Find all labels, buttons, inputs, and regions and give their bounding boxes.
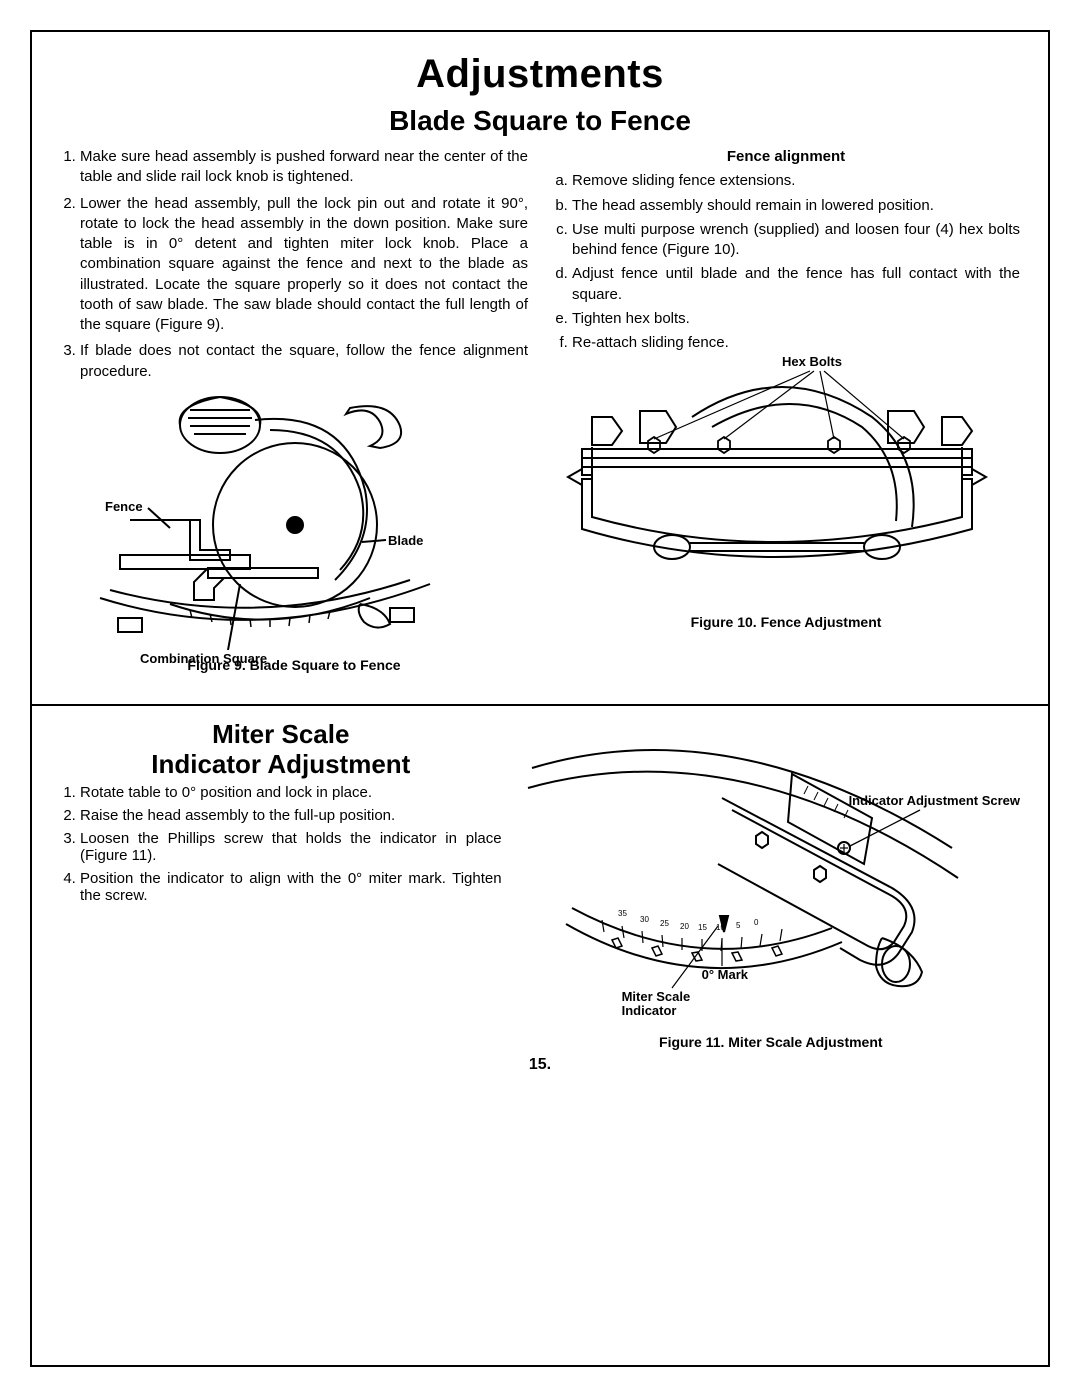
fig9-label-fence: Fence [105, 500, 143, 514]
figure10-svg [552, 357, 1002, 607]
page-frame: Adjustments Blade Square to Fence Make s… [30, 30, 1050, 1367]
fig10-caption: Figure 10. Fence Adjustment [552, 613, 1020, 632]
fig10-label-hex: Hex Bolts [782, 355, 842, 369]
section1-title: Blade Square to Fence [60, 105, 1020, 137]
list-item: Position the indicator to align with the… [80, 870, 502, 904]
fig9-label-blade: Blade [388, 534, 423, 548]
list-item: Rotate table to 0° position and lock in … [80, 784, 502, 801]
list-item: Lower the head assembly, pull the lock p… [80, 194, 528, 336]
list-item: Raise the head assembly to the full-up p… [80, 807, 502, 824]
section1-columns: Make sure head assembly is pushed forwar… [60, 147, 1020, 690]
svg-text:35: 35 [618, 909, 627, 918]
section2-title-line2: Indicator Adjustment [151, 749, 410, 779]
list-item: Make sure head assembly is pushed forwar… [80, 147, 528, 188]
figure9-box: Fence Blade Combination Square [60, 390, 528, 690]
fig9-caption: Figure 9. Blade Square to Fence [60, 656, 528, 675]
section1-left-list: Make sure head assembly is pushed forwar… [60, 147, 528, 382]
svg-text:5: 5 [736, 921, 741, 930]
list-item: Use multi purpose wrench (supplied) and … [572, 220, 1020, 261]
section1-right-col: Fence alignment Remove sliding fence ext… [552, 147, 1020, 690]
list-item: Tighten hex bolts. [572, 309, 1020, 329]
main-title: Adjustments [60, 52, 1020, 97]
fig9-label-combo: Combination Square [140, 652, 267, 666]
figure11-box: Indicator Adjustment Screw 0° Mark Miter… [522, 728, 1020, 1048]
fig11-label-zero: 0° Mark [702, 968, 748, 982]
list-item: The head assembly should remain in lower… [572, 196, 1020, 216]
svg-text:25: 25 [660, 919, 669, 928]
fig11-label-screw: Indicator Adjustment Screw [849, 794, 1020, 808]
fig11-caption: Figure 11. Miter Scale Adjustment [522, 1034, 1020, 1050]
list-item: Adjust fence until blade and the fence h… [572, 264, 1020, 305]
section2-list: Rotate table to 0° position and lock in … [60, 784, 502, 904]
svg-text:15: 15 [698, 923, 707, 932]
figure11-svg: 35 30 25 20 15 10 5 0 [522, 728, 1002, 1028]
section1-left-col: Make sure head assembly is pushed forwar… [60, 147, 528, 690]
section-divider [32, 704, 1048, 706]
section2-title-line1: Miter Scale [212, 719, 349, 749]
section2-right-col: Indicator Adjustment Screw 0° Mark Miter… [522, 720, 1020, 1048]
section2-left-col: Miter Scale Indicator Adjustment Rotate … [60, 720, 502, 1048]
fig11-label-screw-text: Indicator Adjustment Screw [849, 793, 1020, 808]
list-item: Loosen the Phillips screw that holds the… [80, 830, 502, 864]
fence-alignment-heading: Fence alignment [552, 147, 1020, 167]
section2-title: Miter Scale Indicator Adjustment [60, 720, 502, 780]
figure10-box: Hex Bolts [552, 357, 1020, 637]
svg-text:30: 30 [640, 915, 649, 924]
section2-row: Miter Scale Indicator Adjustment Rotate … [60, 720, 1020, 1048]
list-item: Re-attach sliding fence. [572, 333, 1020, 353]
svg-text:20: 20 [680, 922, 689, 931]
list-item: Remove sliding fence extensions. [572, 171, 1020, 191]
fig11-label-miter: Miter Scale Indicator [622, 990, 712, 1019]
figure9-svg [60, 390, 490, 650]
list-item: If blade does not contact the square, fo… [80, 341, 528, 382]
page-number: 15. [60, 1056, 1020, 1074]
svg-text:0: 0 [754, 918, 759, 927]
section1-right-list: Remove sliding fence extensions. The hea… [552, 171, 1020, 353]
svg-text:10: 10 [716, 923, 725, 932]
